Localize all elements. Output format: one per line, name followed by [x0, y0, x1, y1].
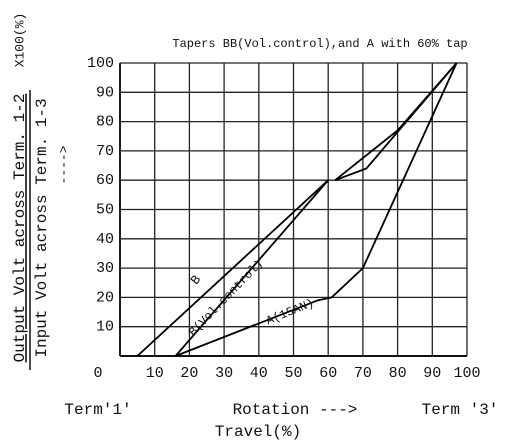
x-label: Rotation --->: [233, 401, 358, 419]
x-tick-label: 20: [180, 365, 198, 382]
series-label: A(15AN): [264, 296, 316, 328]
y-tick-label: 30: [96, 260, 114, 277]
x-tick-label: 40: [250, 365, 268, 382]
x-label-sub: Travel(%): [215, 423, 301, 441]
y-tick-label: 100: [87, 55, 114, 72]
x-left-label: Term'1': [64, 401, 131, 419]
series-line: [174, 62, 458, 357]
y-tick-label: 70: [96, 143, 114, 160]
y-tick-label: 40: [96, 231, 114, 248]
y-tick-label: 60: [96, 172, 114, 189]
chart-title: Tapers BB(Vol.control),and A with 60% ta…: [172, 37, 467, 51]
x-right-label: Term '3': [422, 401, 499, 419]
y-tick-label: 20: [96, 289, 114, 306]
y-tick-label: 80: [96, 114, 114, 131]
series-label: B: [188, 272, 205, 288]
x-tick-label: 0: [93, 365, 102, 382]
x-tick-label: 60: [319, 365, 337, 382]
x-tick-label: 30: [215, 365, 233, 382]
y-tick-label: 90: [96, 84, 114, 101]
x-tick-label: 70: [354, 365, 372, 382]
x-tick-label: 50: [284, 365, 302, 382]
x-tick-label: 80: [389, 365, 407, 382]
y-label-denominator: Input Volt across Term. 1-3: [33, 98, 51, 357]
x-tick-label: 10: [146, 365, 164, 382]
y-label-numerator: Output Volt across Term. 1-2: [11, 94, 29, 363]
x-tick-label: 100: [453, 365, 480, 382]
y-arrow: ---->: [56, 145, 71, 184]
series-line: [175, 62, 458, 357]
y-label-factor: X100(%): [12, 13, 27, 68]
y-tick-label: 50: [96, 201, 114, 218]
y-tick-label: 10: [96, 319, 114, 336]
x-tick-label: 90: [423, 365, 441, 382]
